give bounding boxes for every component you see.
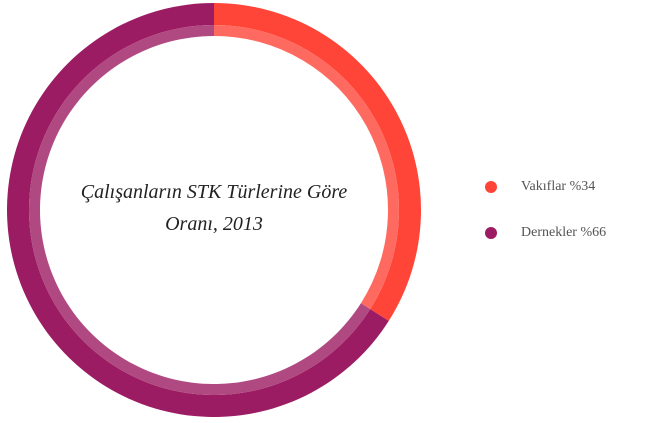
donut-inner-band [214,25,399,310]
chart-title: Çalışanların STK Türlerine Göre Oranı, 2… [80,181,348,235]
donut-segment [214,3,421,321]
legend-marker [485,181,497,193]
legend-label: Dernekler %66 [521,225,606,240]
legend-name: Dernekler [521,225,577,240]
legend-marker [485,227,497,239]
legend-value: %66 [580,225,606,240]
legend-name: Vakıflar [521,179,566,194]
legend-value: %34 [570,179,596,194]
legend-label: Vakıflar %34 [521,179,595,194]
